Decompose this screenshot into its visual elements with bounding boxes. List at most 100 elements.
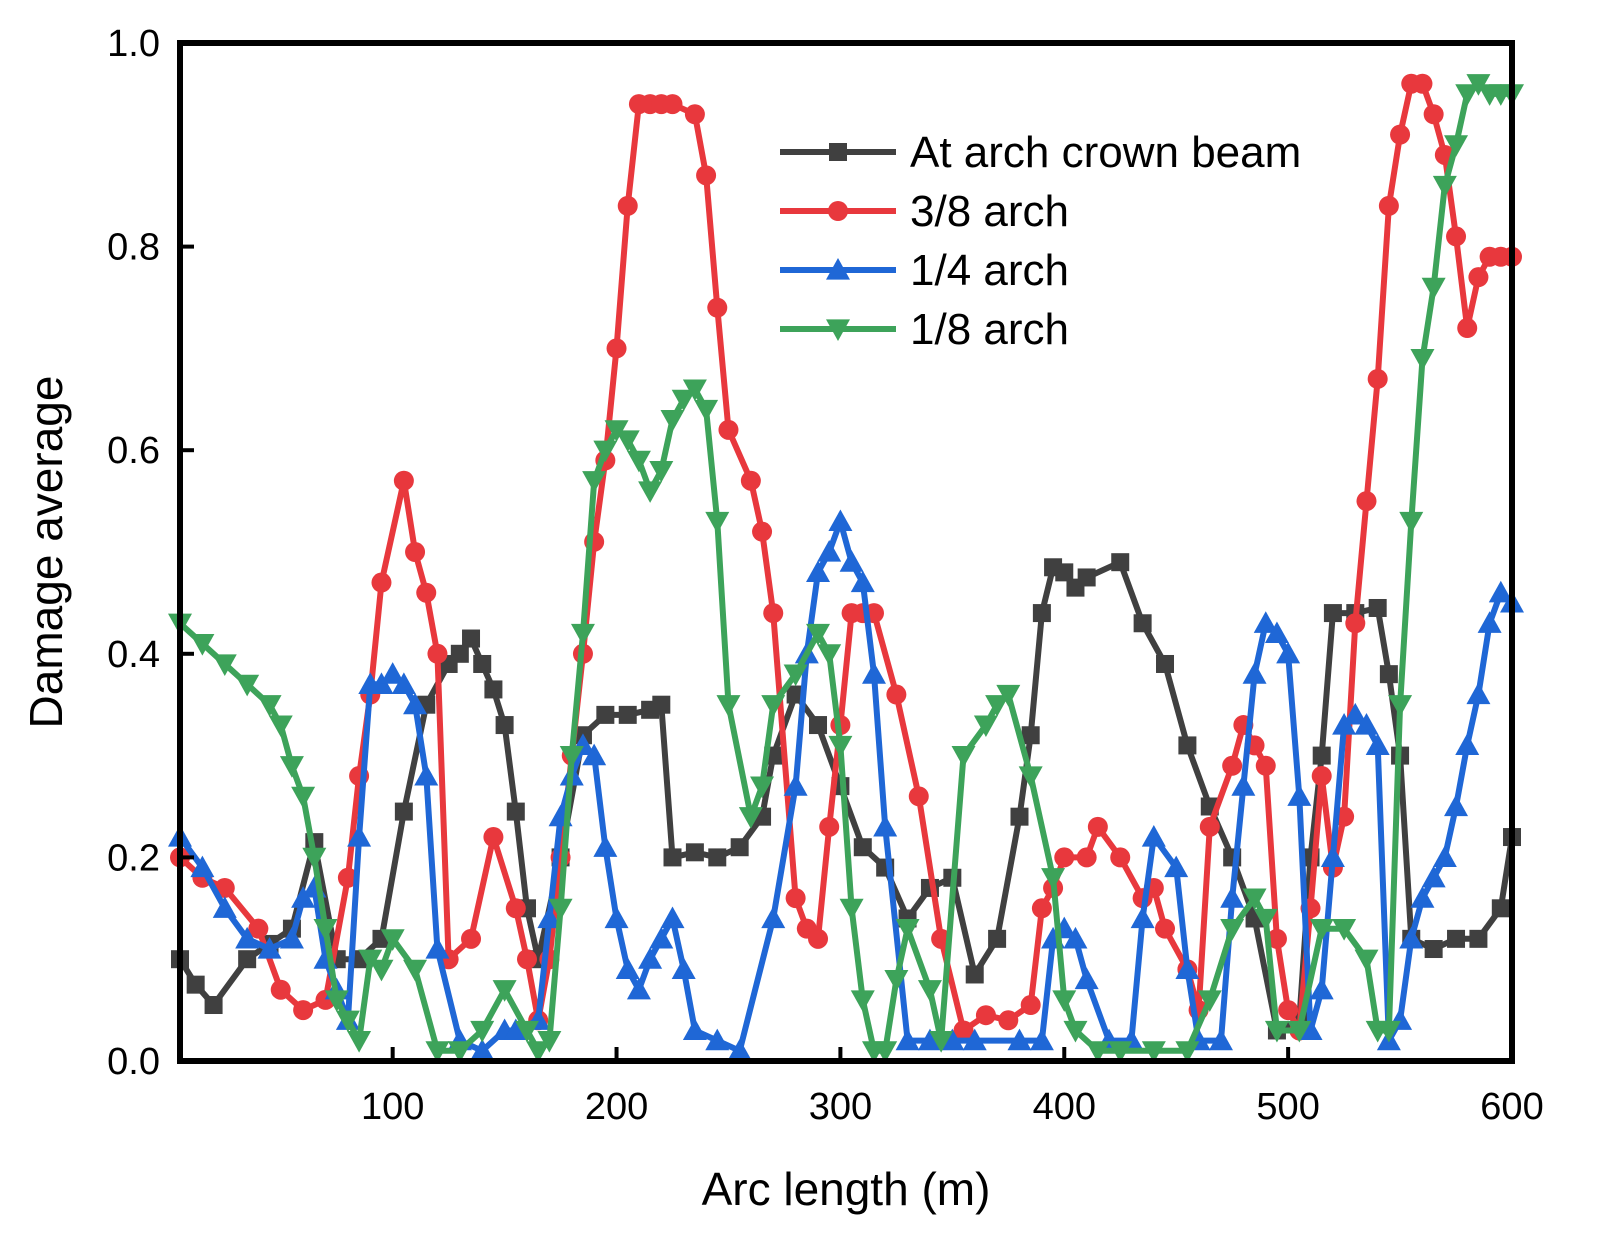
- data-point: [1320, 845, 1345, 867]
- data-point: [873, 814, 898, 837]
- data-point: [190, 855, 215, 878]
- data-point: [416, 582, 437, 603]
- data-point: [1018, 766, 1043, 788]
- data-point: [204, 996, 223, 1015]
- data-point: [347, 1031, 372, 1053]
- data-point: [593, 835, 618, 857]
- data-point: [270, 979, 291, 1000]
- y-tick-label: 0.4: [107, 634, 160, 676]
- data-point: [1332, 919, 1357, 941]
- data-point: [1354, 713, 1379, 735]
- y-tick-label: 0.6: [107, 430, 160, 472]
- data-point: [806, 560, 831, 582]
- x-tick-label: 500: [1256, 1086, 1319, 1128]
- data-point: [526, 1041, 551, 1063]
- data-point: [1365, 733, 1390, 756]
- data-point: [1141, 1041, 1166, 1063]
- data-point: [450, 644, 469, 663]
- data-point: [1376, 1020, 1401, 1043]
- data-point: [750, 776, 775, 799]
- data-point: [212, 896, 237, 918]
- data-point: [996, 684, 1021, 707]
- data-point: [917, 1028, 942, 1051]
- data-point: [684, 104, 705, 125]
- series-line: [177, 80, 1512, 1034]
- data-point: [1399, 511, 1424, 534]
- data-point: [1323, 604, 1342, 623]
- data-point: [730, 838, 749, 857]
- data-point: [662, 94, 683, 115]
- data-point: [626, 450, 651, 473]
- data-point: [606, 338, 627, 359]
- data-point: [596, 705, 615, 724]
- data-point: [763, 603, 784, 624]
- data-point: [1399, 926, 1424, 949]
- data-point: [850, 570, 875, 593]
- data-point: [1312, 746, 1331, 765]
- data-point: [324, 990, 349, 1012]
- data-point: [1110, 847, 1131, 868]
- data-point: [861, 662, 886, 684]
- data-point: [1029, 1028, 1054, 1051]
- data-point: [293, 1000, 314, 1021]
- data-point: [1197, 990, 1222, 1012]
- data-point: [1309, 919, 1334, 941]
- data-point: [817, 644, 842, 666]
- data-point: [727, 1038, 752, 1061]
- y-tick-label: 0.2: [107, 837, 160, 879]
- data-point: [615, 430, 640, 453]
- data-point: [685, 843, 704, 862]
- data-point: [425, 1041, 450, 1063]
- data-point: [1368, 598, 1387, 617]
- data-point: [337, 867, 358, 888]
- data-point: [1156, 654, 1175, 673]
- data-point: [1421, 277, 1446, 300]
- data-point: [1055, 563, 1074, 582]
- data-point: [1432, 845, 1457, 867]
- series-layer: [168, 73, 1524, 1063]
- data-point: [1032, 604, 1051, 623]
- data-point: [1264, 621, 1289, 644]
- data-point: [1287, 784, 1312, 806]
- data-point: [617, 195, 638, 216]
- data-point: [1298, 1018, 1323, 1041]
- data-point: [1378, 195, 1399, 216]
- ticks-layer: 100 200 300 400 500 600 0.0 0.2 0.4 0.6 0.8 1.0: [107, 23, 1544, 1128]
- data-point: [427, 643, 448, 664]
- data-point: [1108, 1041, 1133, 1063]
- data-point: [1367, 368, 1388, 389]
- data-point: [1311, 765, 1332, 786]
- legend-marker: [826, 258, 850, 280]
- data-point: [985, 695, 1010, 717]
- data-point: [1133, 614, 1152, 633]
- data-point: [1164, 855, 1189, 878]
- data-point: [371, 572, 392, 593]
- x-tick-label: 600: [1480, 1086, 1543, 1128]
- data-point: [1309, 977, 1334, 1000]
- data-point: [335, 1010, 360, 1033]
- legend-label: At arch crown beam: [910, 128, 1301, 177]
- data-point: [615, 957, 640, 979]
- data-point: [470, 1038, 495, 1061]
- data-point: [537, 906, 562, 929]
- data-point: [1379, 665, 1398, 684]
- data-point: [461, 928, 482, 949]
- data-point: [638, 481, 663, 503]
- data-point: [347, 825, 372, 847]
- data-point: [447, 1041, 472, 1063]
- series-4: [168, 74, 1524, 1063]
- data-point: [503, 1018, 528, 1041]
- legend-entry: At arch crown beam: [780, 128, 1301, 177]
- data-point: [1432, 175, 1457, 198]
- data-point: [785, 888, 806, 909]
- data-point: [1178, 736, 1197, 755]
- data-point: [895, 919, 920, 941]
- legend-entry: 3/8 arch: [780, 187, 1069, 236]
- data-point: [908, 786, 929, 807]
- data-point: [819, 816, 840, 837]
- data-point: [506, 802, 525, 821]
- data-point: [1455, 733, 1480, 756]
- y-tick-label: 0.8: [107, 227, 160, 269]
- data-point: [929, 1031, 954, 1053]
- data-point: [1412, 73, 1433, 94]
